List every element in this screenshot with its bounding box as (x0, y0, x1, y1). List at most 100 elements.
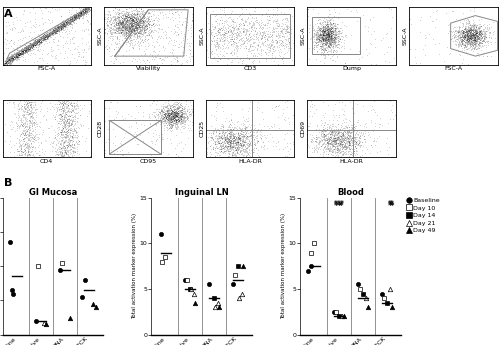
Point (325, 44, 333, 50)
Point (21, 152, 29, 158)
Point (128, 27, 136, 32)
Point (334, 146, 342, 151)
Point (229, 27, 237, 33)
Point (166, 104, 174, 109)
Point (46, 21, 54, 26)
Point (348, 129, 356, 135)
Point (150, 49, 158, 54)
Point (217, 134, 225, 140)
Point (110, 117, 118, 122)
Point (168, 103, 175, 108)
Point (224, 151, 232, 157)
Point (16, 116, 24, 121)
Point (227, 128, 235, 134)
Point (60, 23, 68, 29)
Point (304, 13, 312, 19)
Point (138, 23, 146, 29)
Point (34, 38, 42, 43)
Point (72, 139, 80, 144)
Point (248, 43, 256, 49)
Point (242, 32, 250, 37)
Point (236, 33, 244, 39)
Point (248, 36, 256, 41)
Point (341, 102, 349, 108)
Point (166, 122, 173, 128)
Point (428, 18, 436, 24)
Point (136, 18, 144, 23)
Point (14, 48, 22, 53)
Point (244, 27, 252, 32)
Point (54, 24, 62, 29)
Point (104, 37, 112, 43)
Point (20, 44, 28, 50)
Point (173, 58, 181, 64)
Point (39, 57, 47, 63)
Point (460, 44, 468, 49)
Point (462, 30, 470, 35)
Point (20, 146, 28, 151)
Point (322, 148, 330, 154)
Point (212, 46, 220, 52)
Point (127, 38, 135, 43)
Point (330, 141, 338, 146)
Point (232, 144, 239, 150)
Point (38, 28, 46, 33)
Point (136, 16, 143, 22)
Point (42, 32, 50, 38)
Point (475, 38, 483, 43)
Point (168, 117, 175, 122)
Point (324, 28, 332, 33)
Point (160, 125, 168, 130)
Point (166, 111, 174, 117)
Point (465, 40, 473, 46)
Point (314, 44, 322, 49)
Point (237, 142, 245, 148)
Point (82, 41, 90, 47)
Point (234, 147, 241, 153)
Point (40, 36, 48, 41)
Point (328, 30, 336, 36)
Point (31, 42, 39, 48)
Point (319, 34, 327, 40)
Point (177, 116, 185, 122)
Point (348, 106, 356, 111)
Point (64, 141, 72, 146)
Point (461, 36, 469, 41)
Point (178, 109, 186, 115)
Point (172, 122, 179, 127)
Point (30, 42, 38, 48)
Point (472, 26, 480, 31)
Point (265, 34, 273, 40)
Point (462, 33, 469, 39)
Point (226, 130, 234, 135)
Point (230, 39, 237, 44)
Point (172, 114, 180, 119)
Point (227, 141, 235, 147)
Point (436, 51, 444, 57)
Point (168, 52, 176, 58)
Point (478, 33, 486, 39)
Point (62, 19, 70, 24)
Point (40, 32, 48, 37)
Point (466, 40, 474, 46)
Point (41, 36, 49, 41)
Point (332, 43, 340, 48)
Point (328, 53, 336, 59)
Point (471, 40, 479, 46)
Point (50, 26, 58, 32)
Point (4, 60, 12, 65)
Point (223, 131, 231, 137)
Point (122, 23, 130, 29)
Point (314, 141, 322, 147)
Point (42, 148, 50, 154)
Point (340, 155, 348, 160)
Y-axis label: SSC-A: SSC-A (200, 27, 204, 45)
Point (131, 28, 139, 33)
Point (224, 42, 232, 48)
Point (340, 131, 347, 137)
Point (68, 103, 76, 109)
Point (390, 116, 398, 121)
Point (479, 31, 487, 36)
Point (318, 29, 326, 35)
Point (134, 20, 141, 26)
